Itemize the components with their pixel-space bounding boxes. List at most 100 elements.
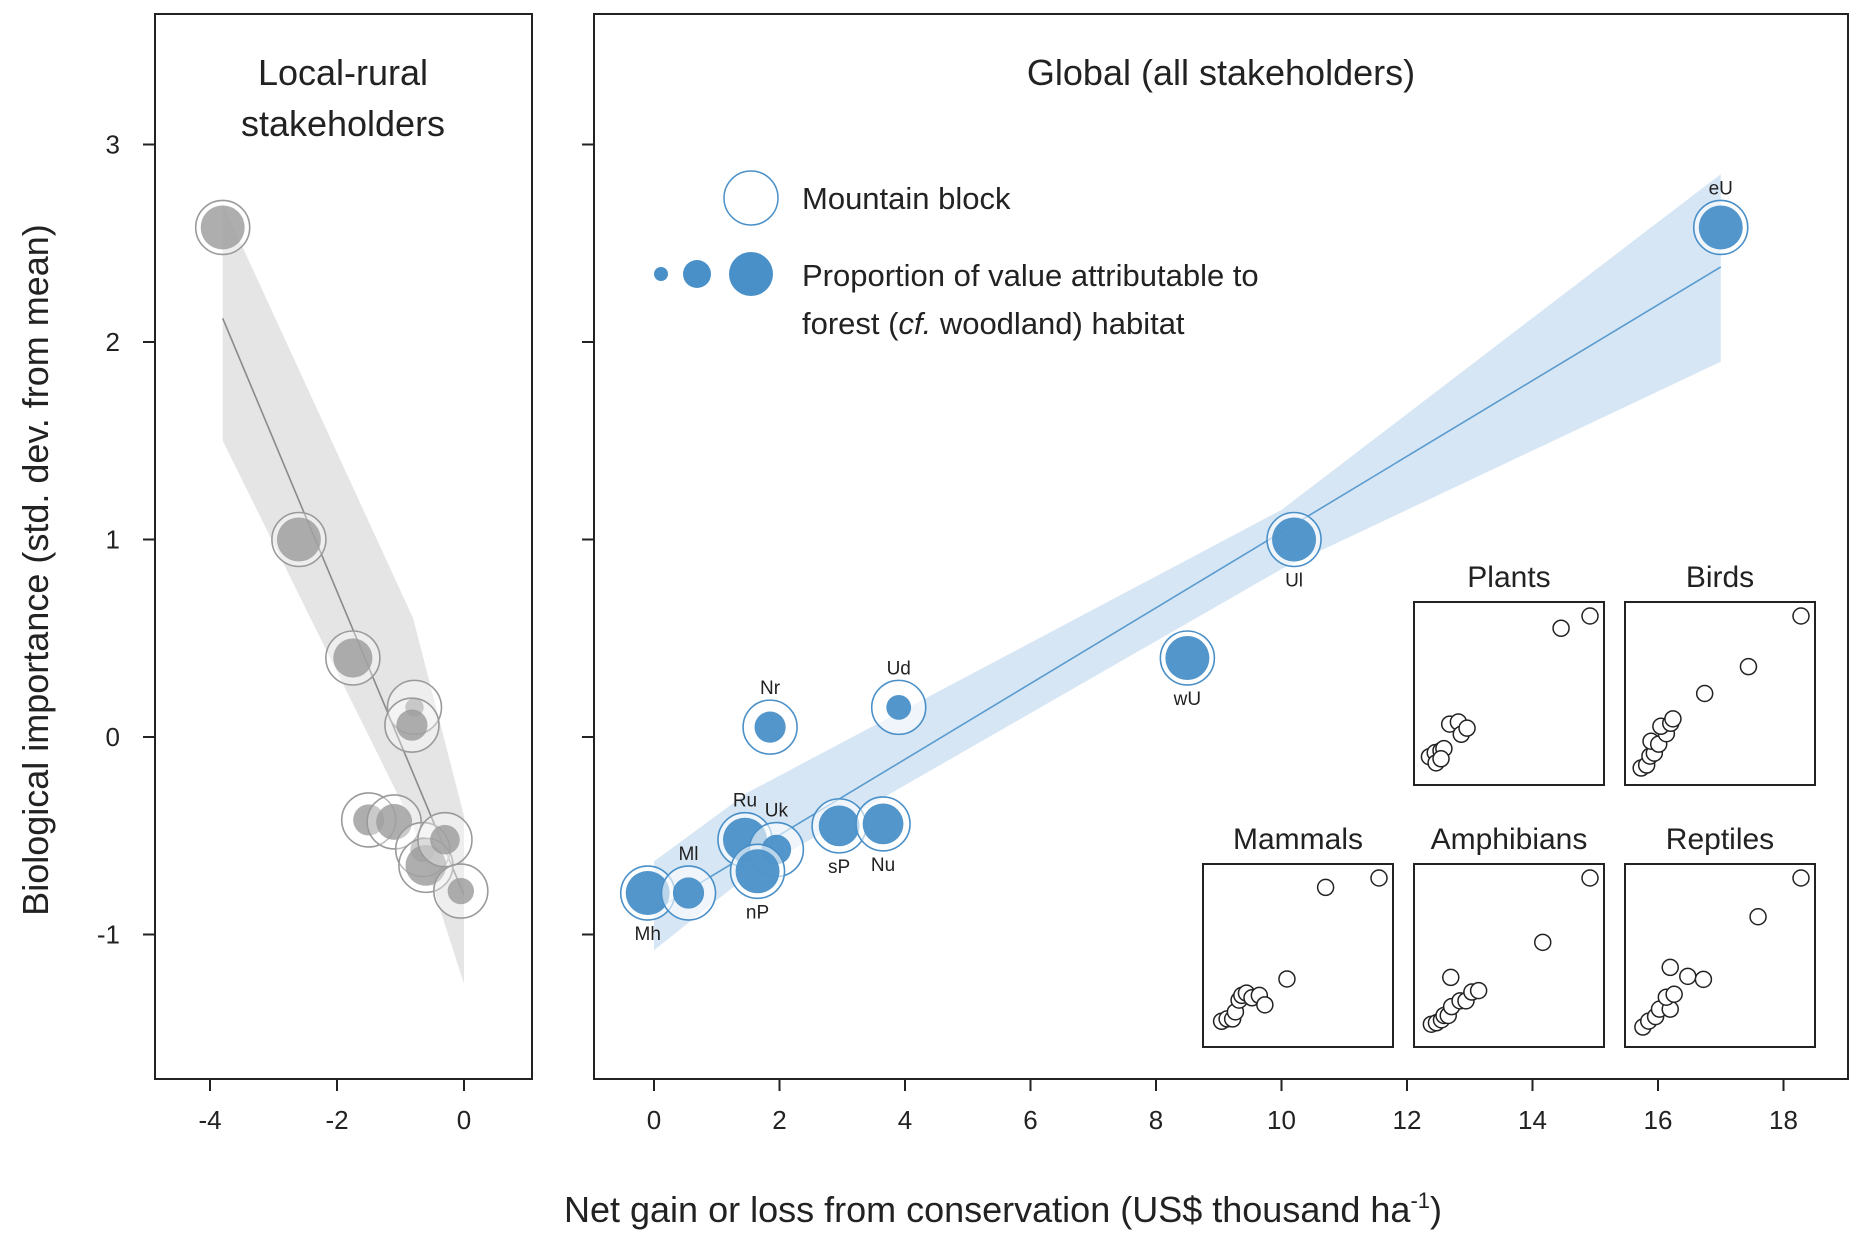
x-axis-label-main: Net gain or loss from conservation (US$ …	[564, 1189, 1411, 1230]
global-x-tick-label-9: 18	[1769, 1105, 1798, 1135]
inset-reptiles-title: Reptiles	[1666, 823, 1774, 856]
inset-amphibians-point-11	[1534, 933, 1552, 952]
local-point-1	[276, 517, 321, 562]
legend-proportion-medium-symbol	[683, 260, 711, 288]
legend-proportion-label-line2: forest (cf. woodland) habitat	[802, 306, 1185, 341]
global-x-tick-label-5: 10	[1267, 1105, 1296, 1135]
local-point-2	[333, 638, 373, 678]
inset-reptiles-point-10	[1749, 908, 1767, 926]
inset-mammals-point-9	[1256, 996, 1274, 1014]
legend-proportion-label-line1: Proportion of value attributable to	[802, 258, 1259, 293]
local-confidence-band	[222, 203, 464, 984]
global-point-label-Mh: Mh	[635, 924, 661, 945]
inset-birds-title: Birds	[1686, 561, 1754, 594]
x-axis-label: Net gain or loss from conservation (US$ …	[564, 1188, 1442, 1230]
global-confidence-band	[654, 174, 1721, 951]
local-fit-line	[221, 317, 465, 896]
y-tick-label-3: 0	[106, 722, 120, 752]
inset-reptiles-point-9	[1694, 970, 1713, 989]
global-x-tick-label-3: 6	[1023, 1105, 1037, 1135]
inset-plants-point-9	[1458, 719, 1476, 737]
inset-plants-point-10	[1552, 619, 1570, 637]
inset-mammals-title: Mammals	[1233, 823, 1363, 856]
global-point-11	[1698, 205, 1743, 250]
y-tick-label-2: 1	[106, 525, 120, 555]
global-point-9	[1165, 636, 1210, 680]
inset-birds-point-11	[1739, 657, 1758, 676]
global-point-8	[886, 694, 912, 720]
inset-reptiles-point-6	[1665, 985, 1683, 1003]
inset-layer: Plants Birds Mammals Amphibians Reptiles	[1202, 561, 1816, 1048]
global-point-0	[625, 871, 670, 916]
global-panel-frame	[593, 13, 1849, 1080]
inset-birds-point-10	[1695, 684, 1714, 703]
inset-amphibians-point-9	[1469, 981, 1488, 1000]
inset-reptiles-point-8	[1679, 967, 1697, 986]
legend-line2-italic: cf.	[898, 306, 931, 341]
local-panel-title-line2: stakeholders	[241, 103, 445, 144]
global-point-4	[735, 849, 780, 894]
global-x-tick-label-1: 2	[772, 1105, 786, 1135]
global-x-tick-label-2: 4	[898, 1105, 912, 1135]
inset-mammals-point-11	[1316, 878, 1335, 897]
inset-reptiles-point-7	[1661, 958, 1679, 977]
global-x-tick-label-7: 14	[1518, 1105, 1547, 1135]
local-x-tick-label-0: -4	[198, 1105, 221, 1135]
local-point-0	[200, 205, 245, 250]
y-tick-label-4: -1	[97, 920, 120, 950]
global-point-label-Ru: Ru	[733, 791, 757, 812]
y-tick-label-1: 2	[106, 327, 120, 357]
global-point-label-nP: nP	[746, 902, 769, 923]
global-point-label-eU: eU	[1709, 178, 1733, 199]
local-point-5	[353, 804, 385, 836]
global-point-label-Ud: Ud	[887, 658, 911, 679]
legend: Mountain block Proportion of value attri…	[654, 170, 1259, 341]
legend-line2-post: woodland) habitat	[931, 306, 1185, 341]
local-point-10	[447, 877, 475, 905]
local-point-9	[430, 824, 460, 855]
global-point-1	[672, 877, 705, 909]
inset-amphibians-point-10	[1442, 968, 1460, 987]
y-axis-label: Biological importance (std. dev. from me…	[15, 224, 56, 916]
inset-mammals-point-12	[1370, 869, 1388, 887]
local-x-tick-label-2: 0	[457, 1105, 471, 1135]
local-panel-frame	[154, 13, 533, 1080]
inset-plants-point-11	[1581, 607, 1599, 625]
global-x-tick-label-8: 16	[1644, 1105, 1673, 1135]
inset-birds-point-9	[1664, 710, 1682, 728]
x-axis-label-superscript: -1	[1410, 1188, 1430, 1213]
global-x-tick-label-0: 0	[647, 1105, 661, 1135]
x-axis-label-close: )	[1430, 1189, 1442, 1230]
global-x-tick-label-4: 8	[1149, 1105, 1163, 1135]
legend-mountain-block-label: Mountain block	[802, 181, 1011, 216]
inset-amphibians-title: Amphibians	[1431, 823, 1588, 856]
local-x-tick-label-1: -2	[325, 1105, 348, 1135]
global-point-label-Nu: Nu	[871, 855, 895, 876]
inset-plants-point-7	[1432, 750, 1450, 768]
local-point-4	[396, 709, 428, 741]
global-point-label-Ul: Ul	[1285, 571, 1303, 592]
inset-plants-title: Plants	[1467, 561, 1550, 594]
inset-amphibians-point-12	[1581, 869, 1599, 887]
global-point-label-Ml: Ml	[678, 844, 698, 865]
y-tick-label-0: 3	[106, 130, 120, 160]
local-point-8	[405, 844, 447, 886]
global-point-7	[754, 711, 786, 743]
global-point-label-Uk: Uk	[765, 801, 789, 822]
legend-proportion-large-symbol	[729, 252, 773, 296]
inset-birds-point-12	[1792, 607, 1810, 625]
global-panel-title: Global (all stakeholders)	[1027, 52, 1415, 93]
global-point-6	[862, 803, 904, 845]
legend-line2-pre: forest (	[802, 306, 899, 341]
legend-mountain-block-symbol	[723, 170, 779, 226]
global-point-label-Nr: Nr	[760, 678, 781, 699]
legend-proportion-small-symbol	[654, 267, 668, 281]
global-point-label-sP: sP	[828, 857, 850, 878]
global-point-5	[818, 805, 860, 847]
inset-mammals-point-10	[1278, 970, 1296, 988]
global-x-tick-label-6: 12	[1393, 1105, 1422, 1135]
local-panel-title-line1: Local-rural	[258, 52, 428, 93]
global-point-10	[1272, 517, 1317, 562]
